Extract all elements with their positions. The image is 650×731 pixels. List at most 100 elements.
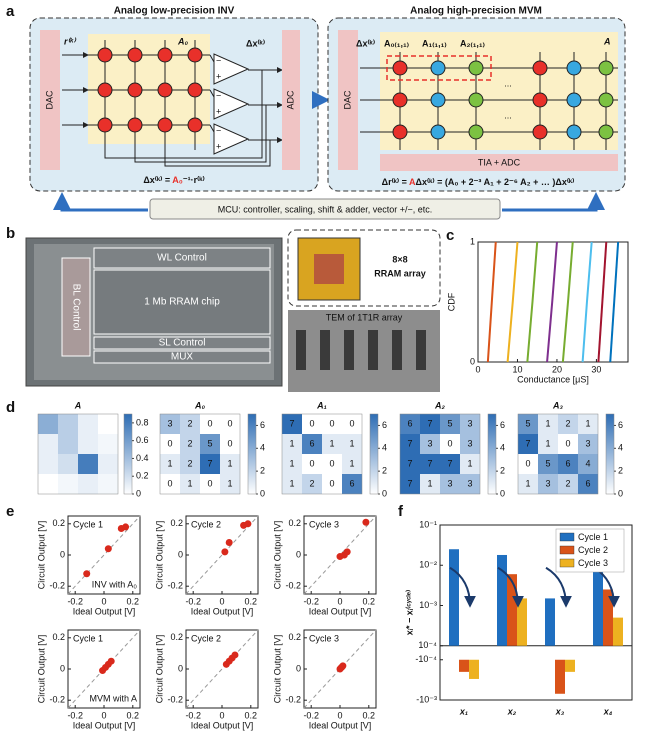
cell-value: 1 [227, 478, 232, 488]
heatmap-cell [302, 474, 322, 494]
cell-value: 7 [407, 478, 412, 488]
bar [469, 659, 479, 679]
cell-value: 1 [525, 478, 530, 488]
reference-line [185, 515, 259, 595]
x-tick-label: x₃ [555, 706, 565, 716]
cell-value: 0 [349, 418, 354, 428]
data-point [362, 518, 370, 526]
input-label: r⁽ᵏ⁾ [64, 36, 77, 46]
trend-arrow [449, 566, 476, 608]
heatmap-cell [440, 474, 460, 494]
cell-value: 7 [427, 418, 432, 428]
cell-value: 1 [289, 458, 294, 468]
data-point [343, 548, 351, 556]
data-point [83, 570, 91, 578]
legend-label: Cycle 1 [578, 532, 608, 542]
heatmap-cell [460, 454, 480, 474]
region-label: MUX [171, 352, 194, 363]
cell-value: 7 [447, 458, 452, 468]
plot-title: Cycle 2 [191, 633, 221, 643]
legend-swatch [559, 532, 575, 542]
x-tick-label: 0 [337, 710, 342, 720]
heatmap-cell [400, 474, 420, 494]
cell-value: 5 [525, 418, 530, 428]
x-tick-label: 0 [219, 596, 224, 606]
heatmap-cell [98, 414, 118, 434]
heatmap-cell [200, 434, 220, 454]
cell-value: 0 [565, 438, 570, 448]
heatmap-cell [460, 474, 480, 494]
cell-value: 1 [585, 418, 590, 428]
heatmap-cell [200, 454, 220, 474]
y-tick-label: -10⁻³ [416, 694, 437, 704]
cell-value: 4 [585, 458, 590, 468]
heatmap-cell [558, 434, 578, 454]
heatmap-cell [400, 454, 420, 474]
heatmap-cell [578, 454, 598, 474]
heatmap-cell [578, 474, 598, 494]
legend-label: Cycle 3 [578, 558, 608, 568]
heatmap-frame [37, 413, 119, 495]
matrix-label: A₀ [177, 36, 188, 46]
wl-control-region [93, 247, 271, 269]
heatmap-cell [440, 434, 460, 454]
cell-value: 7 [207, 458, 212, 468]
cell-value: 2 [187, 458, 192, 468]
heatmap-cell [98, 434, 118, 454]
colorbar-tick-label: 0.6 [136, 435, 149, 445]
sl-control-region [93, 336, 271, 350]
cell-value: 6 [565, 458, 570, 468]
heatmap-cell [180, 454, 200, 474]
heatmap-cell [400, 414, 420, 434]
bar [497, 554, 507, 646]
y-tick-label: 0.2 [52, 518, 65, 528]
adc-label: ADC [285, 90, 295, 110]
op-amp-sign: − [216, 55, 221, 65]
plot-frame [439, 524, 633, 701]
y-axis-label: xᵢ* − xᵢ⁽ᶜʸᶜˡᵉ⁾ [404, 590, 414, 635]
bar [507, 574, 517, 646]
heatmap-cell [282, 414, 302, 434]
x-tick-label: -0.2 [303, 596, 319, 606]
y-axis-label: Circuit Output [V] [154, 521, 164, 590]
rram-cells [392, 60, 614, 140]
cell-value: 1 [329, 438, 334, 448]
heatmap-cell [538, 454, 558, 474]
bar [459, 659, 469, 672]
cell-value: 1 [427, 478, 432, 488]
tem-image [288, 310, 440, 392]
legend-label: Cycle 2 [578, 545, 608, 555]
panel-label: b [6, 225, 15, 242]
cell-value: 7 [289, 418, 294, 428]
heatmap-cell [98, 474, 118, 494]
y-axis-label: CDF [446, 292, 456, 311]
reference-line [303, 515, 377, 595]
heatmap-title: A₃ [552, 400, 563, 410]
cell-value: 1 [467, 458, 472, 468]
heatmap-cell [420, 474, 440, 494]
dac-box [338, 30, 358, 170]
y-tick-label: -0.2 [167, 695, 183, 705]
cell-label: A₁₍₁,₁₎ [422, 38, 447, 48]
mux-region [93, 350, 271, 364]
cell-value: 0 [207, 478, 212, 488]
cell-value: 7 [427, 458, 432, 468]
heatmap-cell [440, 454, 460, 474]
heatmap-cell [460, 414, 480, 434]
cell-value: 2 [565, 418, 570, 428]
cdf-line [561, 241, 574, 363]
heatmap-cell [322, 434, 342, 454]
data-point [225, 539, 233, 547]
data-point [244, 520, 252, 528]
heatmap-cell [78, 414, 98, 434]
data-point [107, 657, 115, 665]
cell-value: 0 [227, 418, 232, 428]
plot-title: Cycle 1 [73, 633, 103, 643]
y-axis-label: Circuit Output [V] [36, 635, 46, 704]
array-region [93, 269, 271, 335]
ellipsis: ... [504, 78, 512, 88]
y-tick-label: 0.2 [170, 518, 183, 528]
tem-structures [296, 330, 426, 370]
heatmap-cell [38, 414, 58, 434]
